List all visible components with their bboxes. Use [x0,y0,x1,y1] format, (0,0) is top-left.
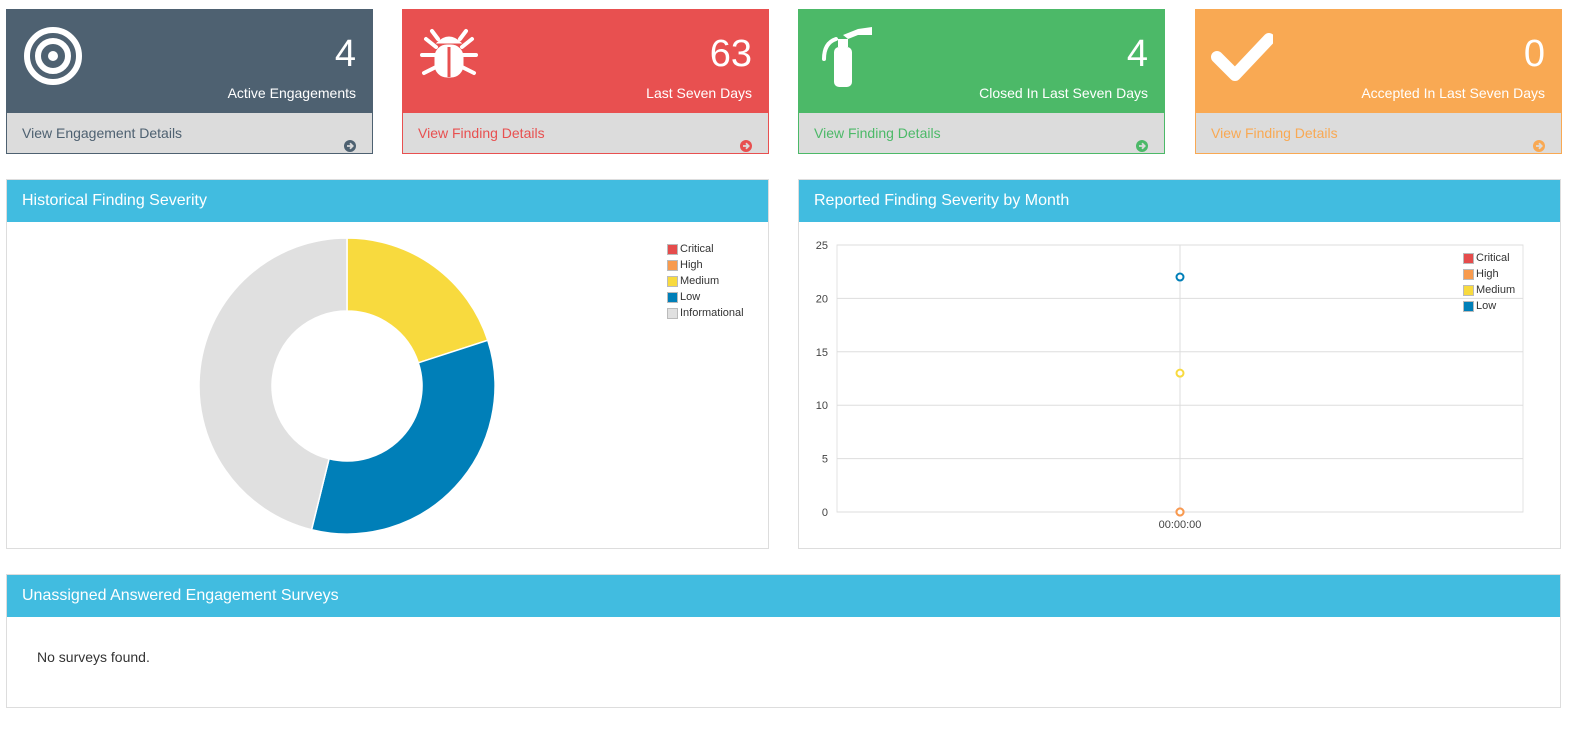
monthly-severity-legend: Critical High Medium Low [1463,250,1515,314]
closed-last-seven-days-count: 4 [1126,33,1148,75]
donut-slice-low [310,339,496,535]
y-tick-label: 0 [822,507,828,519]
no-surveys-text: No surveys found. [37,649,150,665]
last-seven-days-details-link[interactable]: View Finding Details [403,113,768,153]
legend-swatch [1463,268,1474,280]
surveys-title: Unassigned Answered Engagement Surveys [7,575,1560,617]
monthly-legend-item: High [1463,266,1515,282]
legend-label: Informational [680,307,744,319]
accepted-last-seven-days-label: Accepted In Last Seven Days [1361,85,1545,101]
target-icon [22,25,84,87]
x-tick-label: 00:00:00 [1159,519,1202,531]
accepted-last-seven-days-card-header: 0 Accepted In Last Seven Days [1196,10,1561,113]
details-link-text: View Finding Details [1211,125,1338,141]
legend-label: Medium [1476,284,1516,296]
donut-slice-medium [346,237,489,364]
monthly-severity-title: Reported Finding Severity by Month [799,180,1560,222]
closed-last-seven-days-card-header: 4 Closed In Last Seven Days [799,10,1164,113]
legend-swatch [667,243,678,255]
closed-last-seven-days-details-link[interactable]: View Finding Details [799,113,1164,153]
historical-severity-panel: Historical Finding Severity Critical High… [6,179,769,549]
y-tick-label: 25 [816,240,828,252]
data-point-low [1175,272,1185,282]
legend-label: Medium [680,275,720,287]
legend-swatch [1463,252,1474,264]
y-tick-label: 15 [816,347,828,359]
legend-swatch [1463,300,1474,312]
arrow-circle-right-icon [1533,127,1545,152]
fire-extinguisher-icon [814,25,876,87]
arrow-circle-right-icon [1136,127,1148,152]
y-tick-label: 20 [816,293,828,305]
active-engagements-label: Active Engagements [227,85,356,101]
details-link-text: View Finding Details [418,125,545,141]
historical-severity-legend: Critical High Medium Low Informational [667,241,744,321]
legend-swatch [667,307,678,319]
historical-severity-donut [198,237,496,535]
donut-slice-informational [198,237,348,531]
accepted-last-seven-days-card: 0 Accepted In Last Seven Days View Finding… [1195,9,1562,154]
active-engagements-details-link[interactable]: View Engagement Details [7,113,372,153]
monthly-severity-chart: 0 5 10 15 20 25 00:00:00 [816,240,1524,531]
y-tick-label: 10 [816,400,828,412]
monthly-legend-item: Critical [1463,250,1515,266]
last-seven-days-count: 63 [709,33,752,75]
monthly-severity-panel: Reported Finding Severity by Month 0 5 10 1… [798,179,1561,549]
legend-swatch [667,291,678,303]
historical-severity-title: Historical Finding Severity [7,180,768,222]
legend-label: Critical [680,243,714,255]
data-point-medium [1175,368,1185,378]
historical-legend-item: Medium [667,273,744,289]
active-engagements-card: 4 Active Engagements View Engagement Detai… [6,9,373,154]
legend-label: Critical [1476,252,1510,264]
last-seven-days-card: 63 Last Seven Days View Finding Details [402,9,769,154]
historical-legend-item: Low [667,289,744,305]
details-link-text: View Finding Details [814,125,941,141]
arrow-circle-right-icon [740,127,752,152]
monthly-legend-item: Medium [1463,282,1515,298]
historical-legend-item: Informational [667,305,744,321]
legend-swatch [667,259,678,271]
active-engagements-count: 4 [334,33,356,75]
y-tick-label: 5 [822,454,828,466]
legend-swatch [667,275,678,287]
legend-label: High [680,259,703,271]
active-engagements-card-header: 4 Active Engagements [7,10,372,113]
historical-legend-item: Critical [667,241,744,257]
accepted-last-seven-days-count: 0 [1523,33,1545,75]
legend-swatch [1463,284,1474,296]
last-seven-days-label: Last Seven Days [646,85,752,101]
monthly-legend-item: Low [1463,298,1515,314]
historical-legend-item: High [667,257,744,273]
legend-label: High [1476,268,1499,280]
details-link-text: View Engagement Details [22,125,183,141]
surveys-panel: Unassigned Answered Engagement Surveys N… [6,574,1561,708]
closed-last-seven-days-label: Closed In Last Seven Days [979,85,1148,101]
legend-label: Low [680,291,701,303]
data-point-high [1175,507,1185,517]
arrow-circle-right-icon [344,127,356,152]
check-icon [1211,25,1275,87]
accepted-last-seven-days-details-link[interactable]: View Finding Details [1196,113,1561,153]
last-seven-days-card-header: 63 Last Seven Days [403,10,768,113]
legend-label: Low [1476,300,1497,312]
bug-icon [418,25,480,87]
closed-last-seven-days-card: 4 Closed In Last Seven Days View Finding D… [798,9,1165,154]
